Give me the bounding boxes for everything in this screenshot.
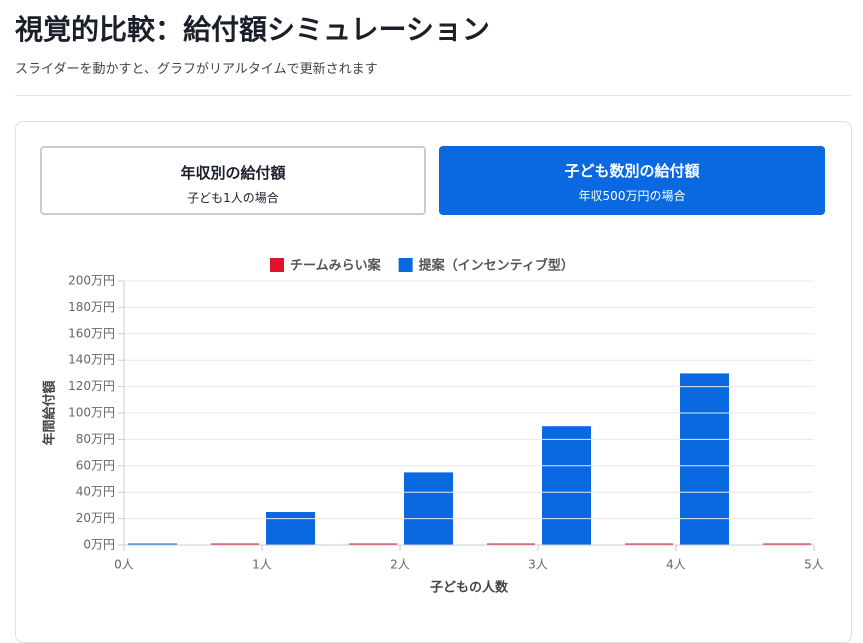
y-tick-label: 200万円 [68,274,115,288]
y-tick-label: 40万円 [76,485,115,499]
x-tick-label: 2人 [390,558,410,572]
legend-label: 提案（インセンティブ型） [419,258,574,274]
x-tick-label: 3人 [528,558,548,572]
tab[interactable]: 年収別の給付額子ども1人の場合 [40,146,426,215]
legend-swatch [398,258,413,272]
divider [15,95,851,96]
bar [763,543,811,545]
chart: 0万円 20万円 40万円 60万円 80万円 100万円 120万円 140万円 160万円 1… [42,258,824,596]
y-tick-label: 120万円 [68,379,115,393]
y-tick-label: 100万円 [68,406,115,420]
y-tick-label: 60万円 [76,458,115,472]
legend-swatch [270,258,284,272]
bar [349,543,397,545]
y-tick-label: 180万円 [68,300,115,314]
tab-subtitle: 年収500万円の場合 [578,189,686,203]
bar [542,426,591,545]
page-subtitle: スライダーを動かすと、グラフがリアルタイムで更新されます [15,62,378,77]
tab-title: 子ども数別の給付額 [564,162,700,180]
bar [487,543,535,545]
x-tick-label: 1人 [252,558,272,572]
tab-title: 年収別の給付額 [180,164,286,182]
legend-label: チームみらい案 [290,258,382,274]
tab-subtitle: 子ども1人の場合 [187,191,279,205]
page: 視覚的比較：給付額シミュレーション スライダーを動かすと、グラフがリアルタイムで… [15,13,852,643]
x-tick-label: 0人 [114,558,134,572]
bar [211,543,259,545]
page-title: 視覚的比較：給付額シミュレーション [15,13,490,46]
y-tick-label: 20万円 [76,511,115,525]
y-tick-label: 140万円 [68,353,115,367]
tab[interactable]: 子ども数別の給付額年収500万円の場合 [439,146,825,215]
y-tick-label: 80万円 [76,432,115,446]
y-tick-label: 160万円 [68,326,115,340]
bar [625,543,673,545]
x-tick-label: 4人 [666,558,686,572]
x-axis-title: 子どもの人数 [430,580,509,596]
y-tick-label: 0万円 [83,538,115,552]
bar [128,543,177,545]
bar [404,472,453,545]
bar [680,373,729,545]
x-tick-label: 5人 [804,558,824,572]
bar [266,512,315,545]
y-axis-title: 年間給付額 [42,380,58,445]
